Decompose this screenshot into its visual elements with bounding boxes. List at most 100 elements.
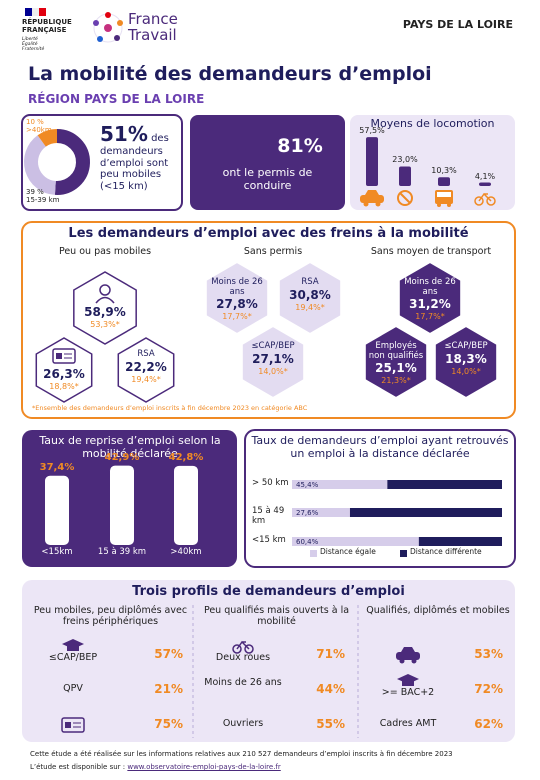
row-label: QPV	[63, 683, 83, 694]
icon-person	[95, 284, 115, 304]
donut-segment	[54, 129, 90, 195]
group-title: Sans permis	[243, 246, 303, 257]
item-reference: 53,3%*	[90, 320, 120, 329]
hexagon	[242, 327, 304, 397]
item-value: 31,2%	[409, 297, 451, 311]
republic-line: RÉPUBLIQUE	[22, 18, 72, 26]
motto-line: Égalité	[22, 42, 38, 48]
hexagon	[73, 271, 137, 345]
brand-line: France	[128, 10, 178, 28]
bar-segment	[292, 508, 350, 517]
group-title: Peu ou pas mobiles	[58, 246, 152, 257]
row-value: 62%	[474, 717, 503, 731]
item-value: 27,8%	[216, 297, 258, 311]
row-label: Moins de 26 ans	[204, 677, 282, 688]
item-label: Moins de 26 ans	[404, 277, 456, 297]
item-reference: 21,3%*	[381, 376, 411, 385]
icon-bus	[435, 190, 453, 207]
category-label: <15km	[41, 547, 73, 557]
bar-value: 23,0%	[392, 155, 418, 165]
hexagon	[399, 263, 461, 333]
bar	[438, 177, 450, 186]
bar-segment	[292, 480, 388, 489]
row-value: 21%	[154, 682, 183, 696]
licence-value: 81%	[277, 135, 323, 157]
transport-card	[350, 115, 515, 210]
bar-value: 10,3%	[431, 166, 457, 176]
segment-label: >40km	[26, 126, 52, 134]
item-label: Moins de 26 ans	[211, 277, 263, 297]
republic-line: FRANÇAISE	[22, 26, 67, 35]
icon-part	[236, 640, 250, 650]
row-label: >= BAC+2	[381, 687, 435, 698]
brand-logo	[93, 12, 123, 43]
row-label: Ouvriers	[222, 718, 264, 729]
bar	[399, 166, 411, 186]
category-label: 15 à 49 km	[252, 506, 285, 526]
flag-white	[32, 8, 39, 16]
item-reference: 17,7%*	[415, 312, 445, 321]
licence-text: ont le permis de conduire	[222, 166, 313, 192]
item-label: Employés non qualifiés	[368, 341, 424, 361]
donut-segment	[37, 129, 58, 147]
mobility-text: 51% des demandeurs d’emploi sont peu mob…	[100, 123, 180, 192]
category-label: <15 km	[252, 535, 286, 545]
segment-value: 39 %	[26, 188, 44, 196]
item-value: 26,3%	[43, 367, 85, 381]
legend-swatch	[400, 550, 407, 557]
barriers-footnote: *Ensemble des demandeurs d’emploi inscri…	[32, 404, 308, 412]
icon-part	[437, 192, 451, 197]
flag-red	[39, 8, 46, 16]
icon-part	[478, 192, 492, 202]
hexagon	[117, 337, 175, 403]
icon-part	[399, 192, 411, 204]
group-title: Peu qualifiés mais ouverts à la mobilité	[203, 605, 350, 627]
icon-part	[56, 353, 62, 359]
bar-segment	[349, 508, 502, 517]
icon-part	[360, 224, 383, 232]
icon-part	[95, 296, 115, 304]
icon-part	[52, 348, 76, 364]
segment-value: 60,4%	[296, 537, 319, 546]
item-value: 30,8%	[289, 288, 331, 302]
transport-title: Moyens de locomotion	[370, 117, 495, 130]
logo-dot	[114, 35, 120, 41]
brand-name: France Travail	[128, 10, 178, 44]
item-label: RSA	[137, 349, 155, 359]
icon-part	[402, 681, 414, 686]
icon-part	[396, 652, 420, 660]
category-label: 15 à 39 km	[97, 547, 147, 557]
icon-car	[352, 224, 391, 251]
logo-dot	[117, 20, 123, 26]
brand-line: Travail	[128, 25, 177, 44]
logo-dot	[97, 36, 103, 42]
category-label: >40km	[170, 547, 202, 557]
icon-part	[399, 658, 405, 664]
hexagon	[35, 337, 93, 403]
item-label: ≤CAP/BEP	[444, 341, 488, 351]
bar-segment	[387, 480, 502, 489]
mobility-caption: des demandeurs d’emploi sont peu mobiles…	[100, 133, 169, 192]
icon-cap	[397, 674, 419, 686]
item-reference: 14,0%*	[258, 367, 288, 376]
group-title: Peu mobiles, peu diplômés avec freins pé…	[33, 605, 188, 627]
logo-dot	[104, 24, 112, 32]
icon-part	[99, 284, 111, 296]
motto: Liberté Égalité Fraternité	[22, 37, 44, 53]
icon-part	[397, 190, 413, 206]
donut-segment	[24, 135, 57, 195]
group-title: Qualifiés, diplômés et mobiles	[366, 605, 510, 616]
icon-part	[376, 242, 385, 251]
icon-car	[360, 190, 384, 207]
icon-part	[447, 203, 451, 207]
item-reference: 19,4%*	[295, 303, 325, 312]
bar-segment	[292, 537, 419, 546]
republic-name: RÉPUBLIQUE FRANÇAISE	[22, 18, 72, 34]
row-label: Cadres AMT	[379, 718, 437, 729]
icon-part	[401, 647, 415, 652]
row-label: Deux roues	[215, 652, 271, 663]
icon-part	[437, 203, 441, 207]
legend-swatch	[310, 550, 317, 557]
logo-dot	[93, 20, 99, 26]
